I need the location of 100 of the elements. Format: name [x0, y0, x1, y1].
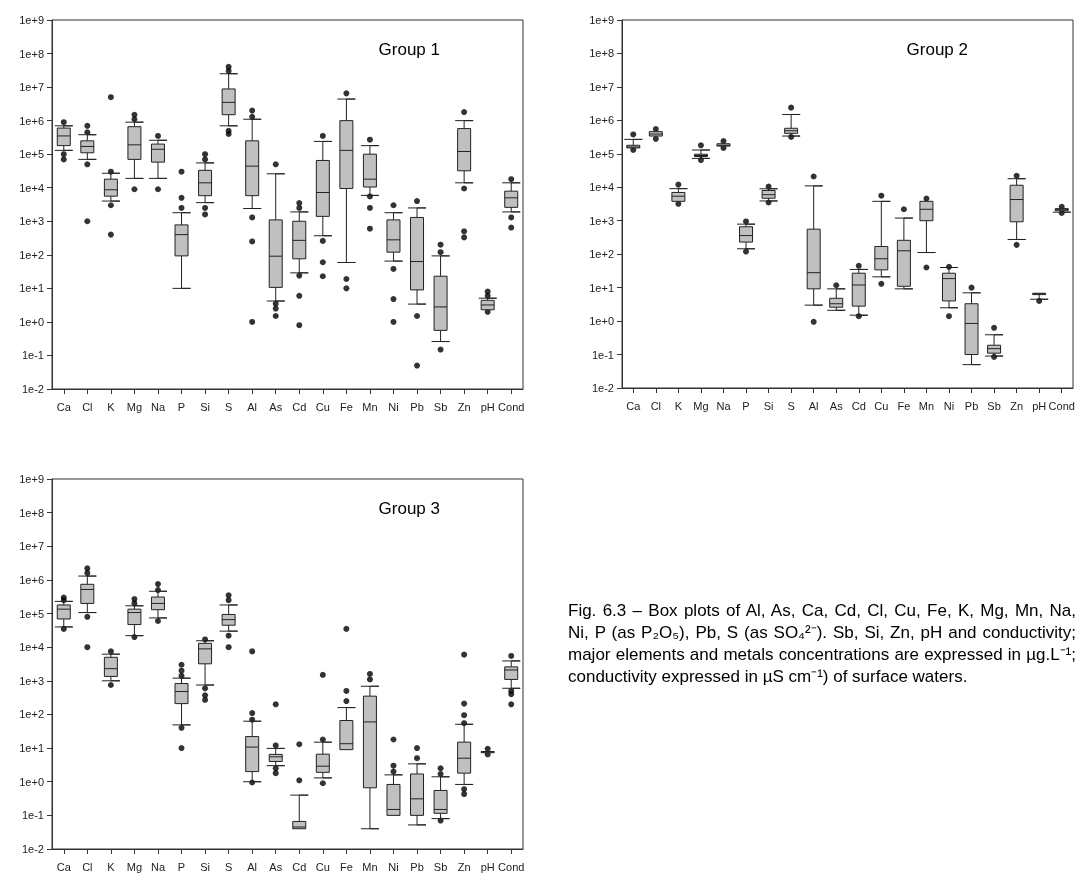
x-tick-label: Cond — [1048, 399, 1075, 412]
text: Group 1 — [378, 40, 441, 59]
x-tick-label: Na — [150, 400, 166, 413]
x-tick-label: S — [787, 399, 795, 412]
y-tick-label: 1e-1 — [591, 348, 614, 361]
x-tick-label: Pb — [410, 400, 424, 413]
x-tick-label: Si — [200, 400, 210, 413]
y-tick-label: 1e+0 — [19, 315, 44, 328]
y-tick-label: 1e+7 — [19, 81, 44, 94]
y-tick-label: 1e+6 — [19, 114, 44, 127]
x-tick-label: K — [107, 400, 116, 413]
text: Group 2 — [906, 40, 969, 59]
y-tick-label: 1e+4 — [19, 641, 44, 654]
x-tick-label: P — [177, 400, 186, 413]
x-tick-label: pH — [1032, 399, 1047, 412]
y-tick-label: 1e+7 — [589, 80, 614, 93]
y-tick-label: 1e+8 — [19, 506, 44, 519]
x-tick-label: K — [674, 399, 683, 412]
x-tick-label: Cu — [874, 399, 889, 412]
x-tick-label: Al — [247, 860, 258, 873]
y-tick-label: 1e+9 — [19, 14, 44, 26]
x-tick-label: Cl — [650, 399, 662, 412]
x-tick-label: Fe — [339, 860, 353, 873]
y-tick-label: 1e+0 — [589, 315, 614, 328]
y-tick-label: 1e+2 — [589, 248, 614, 261]
x-tick-label: Mn — [362, 400, 378, 413]
y-tick-label: 1e+9 — [589, 14, 614, 26]
x-tick-label: Cu — [315, 400, 330, 413]
x-tick-label: As — [269, 400, 283, 413]
x-tick-label: Sb — [987, 399, 1001, 412]
y-tick-label: 1e+0 — [19, 775, 44, 788]
y-tick-label: 1e+3 — [19, 674, 44, 687]
x-tick-label: Mg — [126, 400, 143, 413]
y-tick-label: 1e+2 — [19, 248, 44, 261]
x-tick-label: P — [177, 860, 186, 873]
x-tick-label: As — [269, 860, 283, 873]
x-tick-label: Na — [150, 860, 166, 873]
x-tick-label: Mn — [362, 860, 378, 873]
x-tick-label: Cond — [498, 400, 525, 413]
x-tick-label: Si — [200, 860, 210, 873]
y-tick-label: 1e+2 — [19, 708, 44, 721]
x-tick-label: Sb — [433, 860, 448, 873]
y-tick-label: 1e+4 — [19, 181, 44, 194]
y-tick-label: 1e-1 — [21, 809, 44, 822]
x-tick-label: Cl — [82, 860, 93, 873]
y-tick-label: 1e+8 — [589, 47, 614, 60]
y-tick-label: 1e+8 — [19, 47, 44, 60]
y-tick-label: 1e-2 — [591, 382, 614, 394]
x-tick-label: S — [224, 860, 233, 873]
x-tick-label: Fe — [339, 400, 353, 413]
x-tick-label: pH — [480, 860, 495, 873]
x-tick-label: P — [742, 399, 750, 412]
x-tick-label: Sb — [433, 400, 448, 413]
x-tick-label: Cu — [315, 860, 330, 873]
x-tick-label: Ni — [388, 860, 399, 873]
x-tick-label: Si — [763, 399, 774, 412]
x-tick-label: Na — [716, 399, 732, 412]
x-tick-label: Fe — [897, 399, 911, 412]
y-tick-label: 1e-2 — [21, 383, 44, 395]
x-tick-label: Cond — [498, 860, 525, 873]
x-tick-label: Cd — [851, 399, 866, 412]
x-tick-label: Al — [247, 400, 258, 413]
x-tick-label: Zn — [1010, 399, 1024, 412]
x-tick-label: Ni — [943, 399, 955, 412]
x-tick-label: As — [829, 399, 844, 412]
x-tick-label: Ca — [56, 400, 72, 413]
x-tick-label: Zn — [457, 860, 471, 873]
y-tick-label: 1e-2 — [21, 843, 44, 855]
x-tick-label: Al — [808, 399, 819, 412]
y-tick-label: 1e+4 — [589, 181, 614, 194]
y-tick-label: 1e+1 — [19, 282, 44, 295]
y-tick-label: 1e+9 — [19, 473, 44, 485]
x-tick-label: Cd — [292, 400, 307, 413]
x-tick-label: Pb — [964, 399, 979, 412]
x-tick-label: Mg — [126, 860, 143, 873]
x-tick-label: Zn — [457, 400, 471, 413]
x-tick-label: Mn — [918, 399, 935, 412]
x-tick-label: Mg — [693, 399, 709, 412]
y-tick-label: 1e+5 — [589, 147, 614, 160]
y-tick-label: 1e-1 — [21, 349, 44, 362]
caption: Fig. 6.3 – Box plots of Al, As, Ca, Cd, Cl, Cu, Fe, K, Mg, Mn, Na, Ni, P (as P₂O₅), Pb, S (as SO₄²⁻). Sb, Si, Zn, pH and conductivity; major elements and metals concentrations are expressed in µg.L⁻¹; conductivity expressed in µS cm⁻¹) of surface waters. — [568, 600, 1076, 688]
y-tick-label: 1e+1 — [589, 281, 614, 294]
y-tick-label: 1e+3 — [589, 214, 614, 227]
y-tick-label: 1e+1 — [19, 742, 44, 755]
y-tick-label: 1e+6 — [589, 114, 614, 127]
y-tick-label: 1e+7 — [19, 540, 44, 553]
x-tick-label: Pb — [410, 860, 424, 873]
x-tick-label: Cl — [82, 400, 93, 413]
y-tick-label: 1e+6 — [19, 573, 44, 586]
x-tick-label: Cd — [292, 860, 307, 873]
x-tick-label: Ca — [56, 860, 72, 873]
x-tick-label: Ca — [626, 399, 642, 412]
x-tick-label: Ni — [388, 400, 399, 413]
y-tick-label: 1e+3 — [19, 215, 44, 228]
y-tick-label: 1e+5 — [19, 607, 44, 620]
y-tick-label: 1e+5 — [19, 148, 44, 161]
x-tick-label: S — [224, 400, 233, 413]
text: Group 3 — [378, 499, 441, 518]
x-tick-label: K — [107, 860, 116, 873]
x-tick-label: pH — [480, 400, 495, 413]
